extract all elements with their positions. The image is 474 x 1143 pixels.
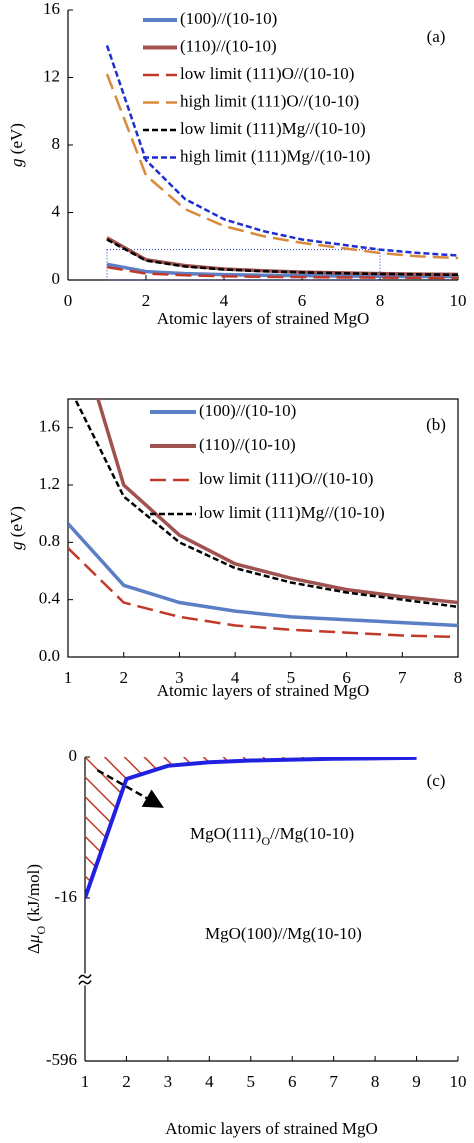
x-tick-label: 10 bbox=[450, 291, 467, 310]
y-axis-label: g (eV) bbox=[7, 506, 26, 550]
annotation: MgO(100)//Mg(10-10) bbox=[205, 924, 362, 943]
x-axis-label: Atomic layers of strained MgO bbox=[157, 309, 369, 328]
series-line bbox=[68, 547, 458, 639]
y-axis-label-part: μ bbox=[24, 935, 43, 945]
legend-label: high limit (111)Mg//(10-10) bbox=[180, 146, 370, 165]
legend-label: low limit (111)O//(10-10) bbox=[180, 64, 354, 83]
x-axis-label: Atomic layers of strained MgO bbox=[165, 1119, 377, 1138]
y-axis-label-part: (kJ/mol) bbox=[24, 864, 43, 926]
x-tick-label: 4 bbox=[220, 291, 229, 310]
annotation: MgO(111)O//Mg(10-10) bbox=[190, 824, 354, 848]
legend-label: (100)//(10-10) bbox=[199, 401, 296, 420]
series-line bbox=[106, 262, 458, 279]
legend-label: (100)//(10-10) bbox=[180, 9, 277, 28]
panel-label: (c) bbox=[427, 771, 446, 790]
x-tick-label: 8 bbox=[371, 1072, 380, 1091]
legend-label: high limit (111)O//(10-10) bbox=[180, 91, 359, 110]
legend-label: (110)//(10-10) bbox=[180, 36, 277, 55]
x-tick-label: 2 bbox=[119, 668, 128, 687]
y-tick-label: 12 bbox=[43, 66, 60, 85]
x-tick-label: 2 bbox=[142, 291, 151, 310]
legend-label: low limit (111)O//(10-10) bbox=[199, 469, 373, 488]
annotation-part: MgO(100)//Mg(10-10) bbox=[205, 924, 362, 943]
y-tick-label: 4 bbox=[52, 201, 61, 220]
x-tick-label: 1 bbox=[64, 668, 73, 687]
series-line bbox=[68, 522, 458, 628]
y-tick-label: -596 bbox=[46, 1050, 77, 1069]
legend-label: low limit (111)Mg//(10-10) bbox=[199, 503, 385, 522]
series-line bbox=[106, 236, 458, 277]
y-axis-label-part: g bbox=[7, 541, 26, 550]
y-axis-label-part: (eV) bbox=[7, 506, 26, 541]
x-tick-label: 5 bbox=[247, 1072, 256, 1091]
axis-break-gap bbox=[79, 973, 91, 986]
panel-label: (a) bbox=[427, 27, 446, 46]
x-tick-label: 6 bbox=[288, 1072, 297, 1091]
x-tick-label: 6 bbox=[342, 668, 351, 687]
annotation-part: O bbox=[261, 834, 270, 848]
x-tick-label: 7 bbox=[398, 668, 407, 687]
x-tick-label: 4 bbox=[231, 668, 240, 687]
y-tick-label: 8 bbox=[52, 134, 61, 153]
annotation-part: //Mg(10-10) bbox=[270, 824, 354, 843]
series-line bbox=[106, 238, 458, 277]
series-line bbox=[96, 399, 458, 605]
x-tick-label: 8 bbox=[454, 668, 463, 687]
x-tick-label: 0 bbox=[64, 291, 73, 310]
y-tick-label: 0.4 bbox=[39, 589, 61, 608]
plot-frame bbox=[67, 398, 459, 658]
y-axis-label-part: O bbox=[34, 926, 48, 935]
legend-label: low limit (111)Mg//(10-10) bbox=[180, 119, 366, 138]
y-axis-label-part: Δ bbox=[24, 943, 43, 954]
panel-label: (b) bbox=[426, 415, 446, 434]
y-tick-label: 0.0 bbox=[39, 646, 60, 665]
annotation-arrow bbox=[96, 769, 164, 808]
series-line bbox=[85, 757, 417, 899]
y-axis-label: g (eV) bbox=[7, 123, 26, 167]
hatched-region bbox=[85, 757, 417, 898]
x-tick-label: 2 bbox=[122, 1072, 131, 1091]
y-tick-label: 0 bbox=[69, 746, 78, 765]
x-tick-label: 6 bbox=[298, 291, 307, 310]
series-line bbox=[105, 45, 458, 257]
annotation-part: MgO(111) bbox=[190, 824, 261, 843]
y-tick-label: 1.2 bbox=[39, 474, 60, 493]
series-line bbox=[73, 399, 458, 609]
y-tick-label: 16 bbox=[43, 0, 60, 18]
x-tick-label: 3 bbox=[175, 668, 184, 687]
x-tick-label: 5 bbox=[287, 668, 296, 687]
y-axis-label-part: (eV) bbox=[7, 123, 26, 158]
x-tick-label: 4 bbox=[205, 1072, 214, 1091]
legend-label: (110)//(10-10) bbox=[199, 435, 296, 454]
y-axis-label: ΔμO (kJ/mol) bbox=[24, 864, 48, 954]
x-axis-label: Atomic layers of strained MgO bbox=[157, 681, 369, 700]
y-tick-label: 0 bbox=[52, 269, 61, 288]
x-tick-label: 7 bbox=[329, 1072, 338, 1091]
series-line bbox=[106, 265, 458, 280]
y-axis-label-part: g bbox=[7, 158, 26, 167]
axis-break bbox=[78, 974, 92, 979]
axis-break bbox=[78, 980, 92, 985]
y-tick-label: 1.6 bbox=[39, 417, 60, 436]
x-tick-label: 8 bbox=[376, 291, 385, 310]
y-tick-label: 0.8 bbox=[39, 531, 60, 550]
x-tick-label: 1 bbox=[81, 1072, 90, 1091]
x-tick-label: 3 bbox=[164, 1072, 173, 1091]
y-tick-label: -16 bbox=[54, 887, 77, 906]
x-tick-label: 10 bbox=[450, 1072, 467, 1091]
x-tick-label: 9 bbox=[412, 1072, 421, 1091]
series-line bbox=[105, 73, 458, 260]
